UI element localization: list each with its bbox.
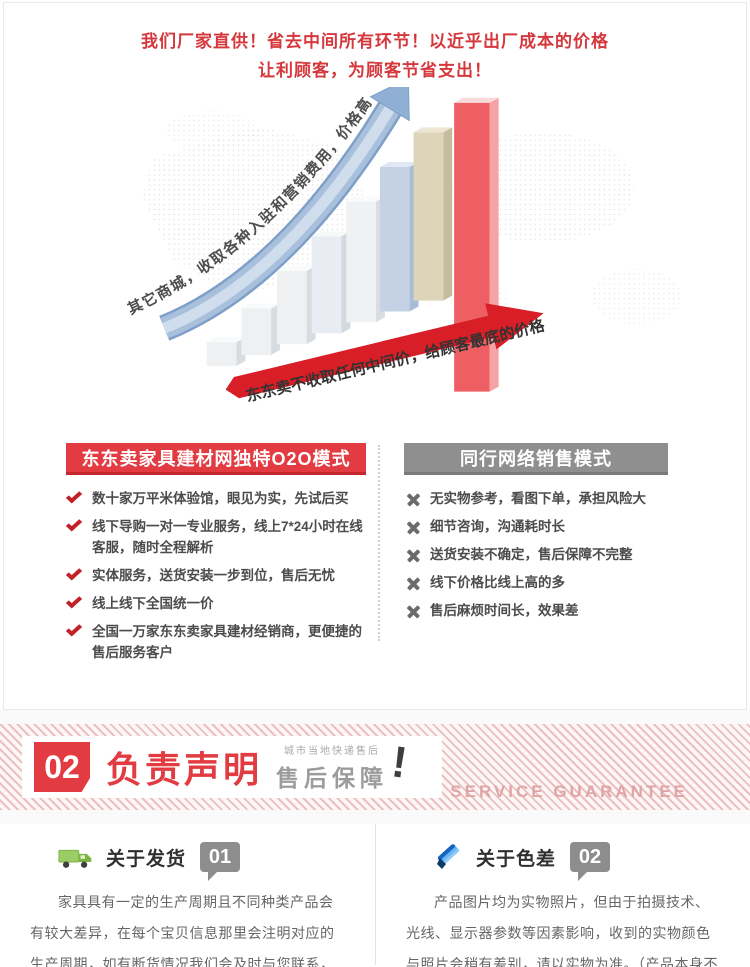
chart-bar-face [241, 308, 272, 355]
list-item-text: 售后麻烦时间长，效果差 [430, 603, 579, 618]
check-icon [65, 565, 92, 585]
color-diff-title: 关于色差 [476, 848, 557, 870]
bars-3d [206, 97, 499, 392]
x-icon [404, 572, 430, 592]
chart-bar-face [311, 236, 342, 334]
chart-bar-face [206, 342, 237, 366]
check-icon [65, 621, 92, 641]
o2o-comparison: 东东卖家具建材网独特O2O模式 数十家万平米体验馆，眼见为实，先试后买 线下导购… [4, 443, 746, 670]
intro-line-1: 我们厂家直供！省去中间所有环节！以近乎出厂成本的价格 [141, 32, 609, 51]
shipping-number-badge: 01 [200, 842, 241, 881]
list-item-text: 数十家万平米体验馆，眼见为实，先试后买 [92, 491, 349, 506]
factory-direct-intro: 我们厂家直供！省去中间所有环节！以近乎出厂成本的价格 让利顾客，为顾客节省支出！ [4, 27, 746, 85]
color-diff-body: 产品图片均为实物照片，但由于拍摄技术、光线、显示器参数等因素影响，收到的实物颜色… [406, 894, 718, 967]
shipping-info-column: 关于发货 01 家具具有一定的生产周期且不同种类产品会有较大差异，在每个宝贝信息… [0, 824, 375, 967]
list-item-text: 送货安装不确定，售后保障不完整 [430, 547, 633, 562]
shipping-body: 家具具有一定的生产周期且不同种类产品会有较大差异，在每个宝贝信息那里会注明对应的… [30, 894, 335, 967]
statement-banner: 02 负责声明 城市当地快递售后 售后保障 ! SERVICE GUARANTE… [0, 724, 750, 810]
list-item: 售后麻烦时间长，效果差 [404, 600, 696, 621]
list-item-text: 线上线下全国统一价 [92, 596, 214, 611]
chart-bar-face [379, 162, 419, 168]
x-icon [404, 600, 430, 620]
x-icon [404, 544, 430, 564]
shipping-title: 关于发货 [106, 848, 187, 870]
exclamation-mark: ! [388, 737, 411, 788]
list-item-text: 无实物参考，看图下单，承担风险大 [430, 491, 646, 506]
list-item-text: 线下导购一对一专业服务，线上7*24小时在线客服，随时全程解析 [92, 519, 363, 555]
list-item: 线下价格比线上高的多 [404, 572, 696, 593]
chart-bar-face [443, 127, 453, 301]
o2o-benefits-list: 数十家万平米体验馆，眼见为实，先试后买 线下导购一对一专业服务，线上7*24小时… [65, 488, 366, 663]
info-sections: 关于发货 01 家具具有一定的生产周期且不同种类产品会有较大差异，在每个宝贝信息… [0, 824, 750, 967]
chart-bar-face [241, 303, 281, 309]
price-comparison-chart: 其它商城，收取各种入驻和营销费用，价格高昂 东东卖不收取任何中间价，给顾客最底的… [4, 87, 683, 405]
competitor-header: 同行网络销售模式 [404, 443, 668, 475]
section-gap [0, 810, 750, 824]
statement-title: 负责声明 [106, 749, 263, 790]
chart-bar-face [346, 196, 385, 202]
dotted-divider [378, 445, 380, 641]
growth-chart-graphic: 其它商城，收取各种入驻和营销费用，价格高昂 东东卖不收取任何中间价，给顾客最底的… [4, 87, 746, 433]
truck-icon [58, 849, 92, 868]
intro-line-2: 让利顾客，为顾客节省支出！ [258, 61, 492, 80]
color-diff-column: 关于色差 02 产品图片均为实物照片，但由于拍摄技术、光线、显示器参数等因素影响… [375, 824, 750, 967]
list-item: 全国一万家东东卖家具建材经销商，更便捷的售后服务客户 [65, 621, 366, 663]
list-item: 实体服务，送货安装一步到位，售后无忧 [65, 565, 366, 586]
color-diff-header: 关于色差 02 [434, 840, 720, 881]
paint-brush-icon [437, 844, 460, 869]
shipping-header: 关于发货 01 [58, 840, 345, 881]
check-icon [65, 516, 92, 536]
list-item: 无实物参考，看图下单，承担风险大 [404, 488, 696, 509]
check-icon [65, 593, 92, 613]
chart-bar-face [454, 97, 499, 103]
list-item-text: 线下价格比线上高的多 [430, 575, 565, 590]
list-item: 线上线下全国统一价 [65, 593, 366, 614]
color-diff-number-badge: 02 [570, 842, 611, 881]
section-gap [0, 710, 750, 724]
list-item: 线下导购一对一专业服务，线上7*24小时在线客服，随时全程解析 [65, 516, 366, 558]
chart-bar-face [277, 265, 316, 271]
chart-bar-face [413, 127, 453, 133]
chart-bar-face [379, 167, 410, 312]
after-sales-big-text: 售后保障 [276, 764, 389, 791]
chart-bar-face [311, 231, 351, 237]
competitor-column: 同行网络销售模式 无实物参考，看图下单，承担风险大 细节咨询，沟通耗时长 送货安… [404, 443, 696, 670]
statement-banner-label: 02 负责声明 城市当地快递售后 售后保障 ! [22, 736, 442, 798]
x-icon [404, 488, 430, 508]
list-item: 数十家万平米体验馆，眼见为实，先试后买 [65, 488, 366, 509]
red-arrow [225, 303, 544, 399]
o2o-header: 东东卖家具建材网独特O2O模式 [66, 443, 366, 475]
competitor-drawbacks-list: 无实物参考，看图下单，承担风险大 细节咨询，沟通耗时长 送货安装不确定，售后保障… [404, 488, 696, 621]
x-icon [404, 516, 430, 536]
chart-bar-face [277, 270, 307, 345]
chart-bar-face [206, 337, 246, 343]
list-item-text: 实体服务，送货安装一步到位，售后无忧 [92, 568, 335, 583]
section-number-badge: 02 [34, 742, 90, 792]
o2o-column: 东东卖家具建材网独特O2O模式 数十家万平米体验馆，眼见为实，先试后买 线下导购… [65, 443, 366, 670]
list-item: 送货安装不确定，售后保障不完整 [404, 544, 696, 565]
promo-content-box: 我们厂家直供！省去中间所有环节！以近乎出厂成本的价格 让利顾客，为顾客节省支出！ [3, 2, 747, 710]
blue-arrow [159, 87, 410, 341]
list-item: 细节咨询，沟通耗时长 [404, 516, 696, 537]
after-sales-stack: 城市当地快递售后 售后保障 [276, 742, 388, 793]
list-item-text: 细节咨询，沟通耗时长 [430, 519, 565, 534]
list-item-text: 全国一万家东东卖家具建材经销商，更便捷的售后服务客户 [92, 624, 362, 660]
chart-bar-face [346, 201, 376, 323]
chart-bar-face [413, 132, 444, 301]
service-guarantee-watermark: SERVICE GUARANTEE [450, 782, 688, 801]
check-icon [65, 488, 92, 508]
after-sales-small-text: 城市当地快递售后 [284, 745, 381, 757]
